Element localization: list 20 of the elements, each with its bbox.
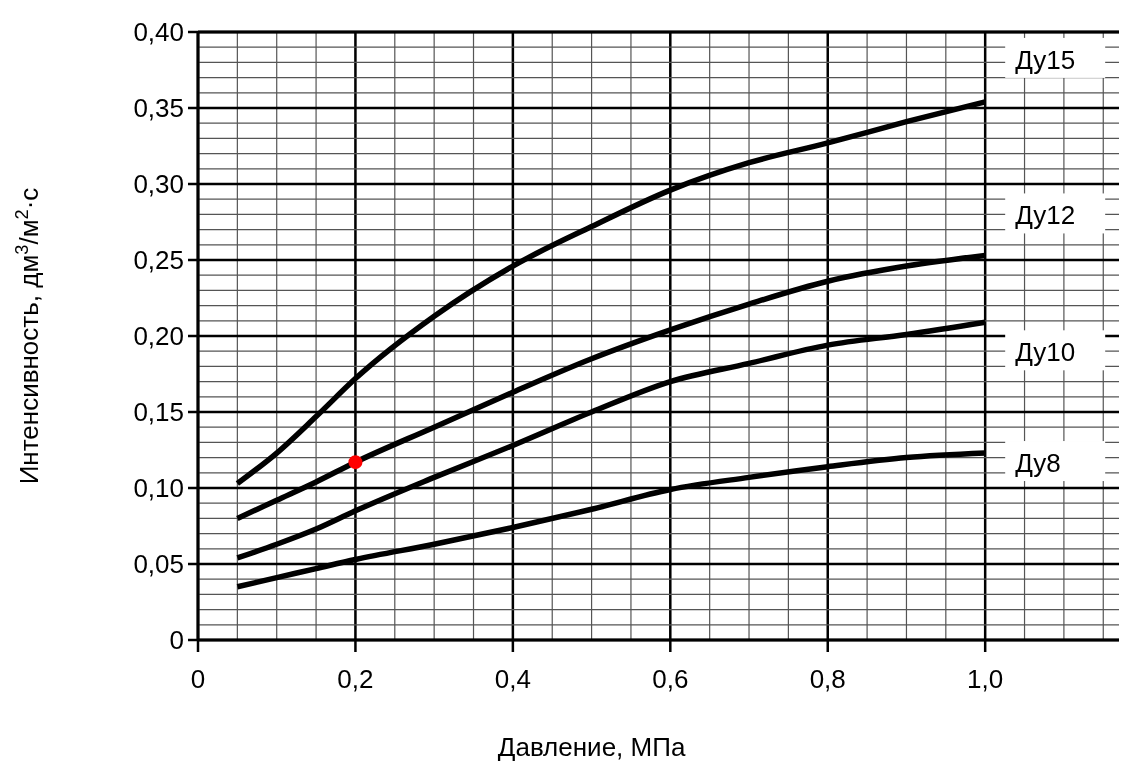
x-tick-label: 0,6 (652, 664, 689, 694)
x-tick-label: 0,4 (494, 664, 531, 694)
series-label: Ду15 (1015, 44, 1076, 75)
y-tick-label: 0,20 (133, 321, 184, 352)
y-tick-label: 0,35 (133, 93, 184, 124)
y-tick-label: 0,05 (133, 549, 184, 580)
y-tick-label: 0,15 (133, 397, 184, 428)
x-tick-label: 0,8 (809, 664, 846, 694)
y-tick-label: 0,30 (133, 169, 184, 200)
series-label: Ду12 (1015, 200, 1076, 231)
x-tick-label: 0 (190, 664, 206, 694)
x-axis-title: Давление, МПа (497, 732, 686, 762)
y-tick-label: 0,40 (133, 17, 184, 48)
y-tick-label: 0,25 (133, 245, 184, 276)
series-label: Ду8 (1015, 448, 1061, 479)
x-tick-label: 0,2 (337, 664, 374, 694)
y-tick-label: 0 (169, 625, 184, 656)
y-tick-label: 0,10 (133, 473, 184, 504)
x-tick-label: 1,0 (967, 664, 1004, 694)
series-label: Ду10 (1015, 337, 1076, 368)
